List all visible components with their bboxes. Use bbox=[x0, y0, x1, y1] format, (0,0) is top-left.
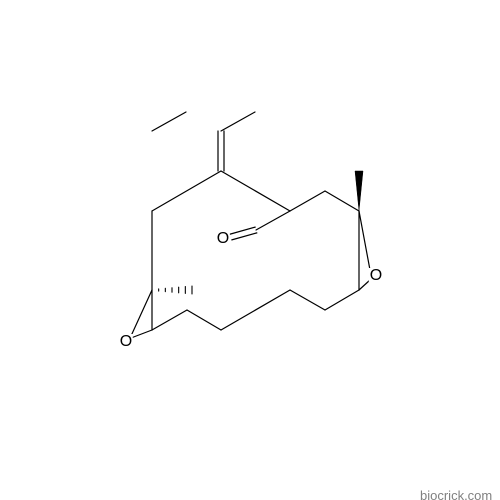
bond-layer bbox=[0, 0, 500, 500]
atom-label-O_epoxide_right: O bbox=[369, 268, 383, 284]
structure-canvas: O O Obiocrick.com bbox=[0, 0, 500, 500]
watermark: biocrick.com bbox=[420, 488, 492, 500]
atom-label-O_carbonyl: O bbox=[216, 231, 230, 247]
atom-label-O_epoxide_left: O bbox=[119, 334, 133, 350]
